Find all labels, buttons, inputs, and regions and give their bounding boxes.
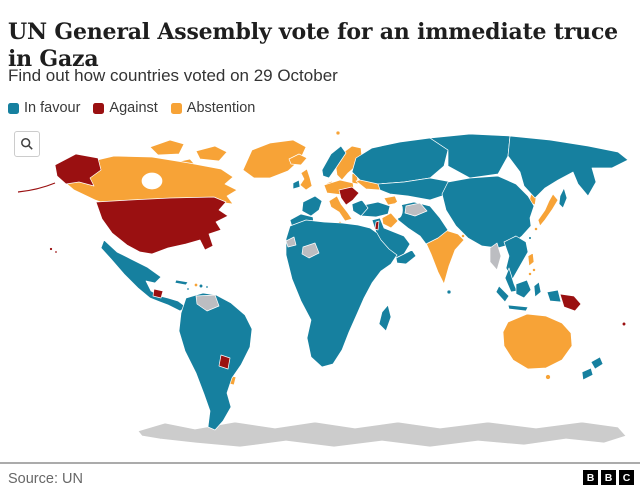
region-balkans-greece (351, 199, 369, 217)
region-bhutan (461, 234, 465, 238)
legend-label: Abstention (186, 100, 256, 116)
region-russia-mid (429, 133, 511, 179)
legend-item-in-favour: In favour (8, 100, 80, 116)
region-africa (285, 219, 398, 368)
region-china-mongolia (441, 175, 535, 249)
region-tasmania (545, 374, 551, 380)
bbc-logo: B B C (583, 470, 634, 485)
region-hawaii-2 (54, 250, 58, 254)
region-java (507, 304, 529, 312)
region-jamaica (186, 287, 190, 291)
region-russia-east (507, 135, 629, 199)
footer-divider (0, 462, 640, 464)
legend-item-against: Against (93, 100, 158, 116)
region-nz-south (581, 367, 594, 381)
bbc-logo-b1: B (583, 470, 598, 485)
region-nz-north (590, 356, 604, 370)
source-label: Source: UN (8, 471, 83, 487)
bbc-logo-c: C (619, 470, 634, 485)
region-taiwan (528, 236, 532, 240)
abstention-swatch (170, 102, 182, 114)
region-guatemala (152, 288, 164, 299)
region-fiji (621, 321, 627, 327)
region-puerto-rico (205, 285, 209, 289)
region-arctic-island-1 (149, 139, 185, 156)
region-yemen-oman (395, 249, 417, 265)
against-swatch (93, 102, 105, 114)
region-sri-lanka (446, 289, 452, 295)
region-sumatra (495, 285, 510, 303)
region-france (301, 195, 323, 217)
region-indochina (503, 235, 529, 281)
zoom-map-button[interactable] (14, 131, 40, 157)
region-japan-south (534, 227, 538, 231)
region-ireland (292, 179, 301, 190)
region-india (425, 229, 465, 285)
region-alaska (54, 153, 102, 187)
region-central-europe-cluster (338, 186, 360, 206)
region-western-sahara (285, 236, 297, 248)
region-hawaii-1 (49, 247, 53, 251)
legend-label: Against (109, 100, 158, 116)
region-australia (502, 313, 573, 370)
region-uk (299, 168, 313, 191)
region-iraq (381, 212, 399, 229)
bbc-logo-b2: B (601, 470, 616, 485)
region-arctic-island-2 (195, 145, 228, 162)
region-sakhalin (558, 187, 568, 209)
region-philippines-2 (532, 268, 536, 272)
search-icon (21, 138, 33, 150)
region-central-asia (377, 177, 453, 201)
region-usa (95, 196, 229, 255)
legend: In favour Against Abstention (8, 100, 255, 116)
region-paraguay (218, 354, 231, 370)
region-philippines-3 (528, 272, 532, 276)
region-svalbard (335, 130, 341, 136)
region-venezuela (195, 294, 220, 312)
region-russia-west (351, 137, 449, 185)
subtitle: Find out how countries voted on 29 Octob… (8, 66, 338, 85)
region-dominican-republic (198, 283, 204, 289)
region-greenland (242, 139, 307, 179)
black-sea (357, 192, 379, 202)
region-antarctica (137, 421, 627, 448)
region-sulawesi (533, 281, 542, 298)
region-iceland (288, 153, 308, 166)
region-norway (321, 145, 347, 179)
region-aleutians (17, 182, 56, 193)
region-israel (374, 220, 380, 231)
world-map (0, 126, 640, 460)
region-japan (537, 193, 559, 227)
page-title: UN General Assembly vote for an immediat… (8, 18, 618, 72)
in-favour-swatch (8, 102, 19, 114)
region-cuba (174, 279, 189, 286)
region-madagascar (378, 304, 392, 332)
region-myanmar (489, 242, 502, 271)
legend-item-abstention: Abstention (170, 100, 256, 116)
region-papua-new-guinea (559, 293, 582, 312)
region-borneo (515, 279, 532, 299)
region-turkmenistan (404, 202, 428, 217)
region-mali-burkina (301, 242, 320, 259)
region-haiti (193, 282, 199, 288)
region-italy (328, 195, 353, 222)
region-malay-peninsula (504, 267, 518, 293)
region-philippines (527, 252, 535, 267)
caspian-sea (393, 201, 403, 219)
legend-label: In favour (24, 100, 81, 116)
hudson-bay (141, 172, 163, 190)
region-west-papua (546, 289, 562, 303)
region-mexico-central-america (100, 239, 187, 312)
region-south-america (178, 292, 253, 431)
